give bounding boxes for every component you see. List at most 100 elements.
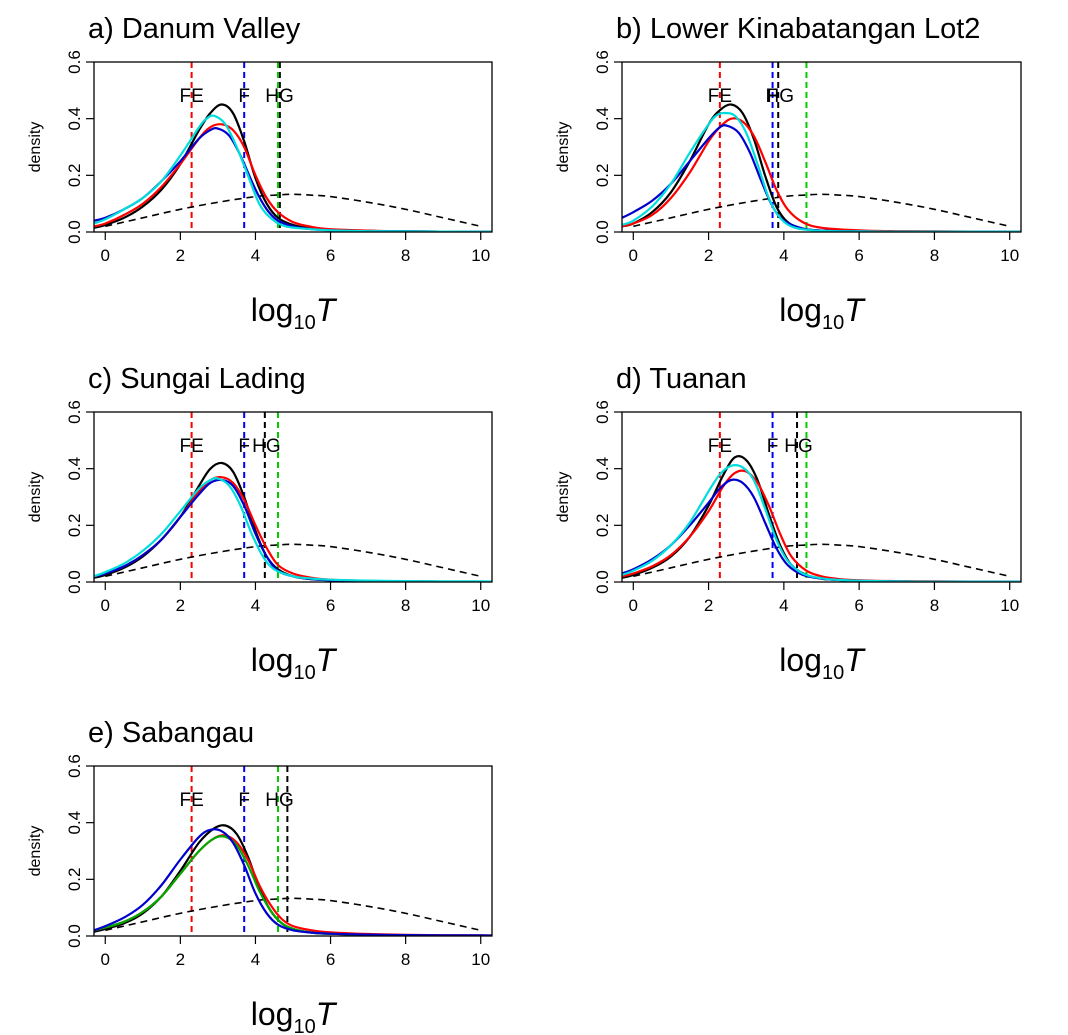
curves — [94, 824, 492, 936]
x-tick-label: 0 — [629, 596, 638, 615]
x-axis-label: log10T — [251, 996, 338, 1035]
x-tick-label: 6 — [854, 246, 863, 265]
vline-label-G: G — [779, 86, 794, 107]
vline-label-FE: FE — [708, 436, 732, 457]
panel-title: c) Sungai Lading — [88, 363, 306, 395]
y-tick-label: 0.0 — [65, 570, 84, 594]
vline-label-G: G — [798, 436, 813, 457]
y-tick-label: 0.2 — [65, 514, 84, 538]
x-axis-label: log10T — [251, 292, 338, 334]
panel-1: a) Danum Valley FE F H G 0 2 4 6 8 10 0.0 0.2 0.4 0.6 d… — [27, 13, 493, 334]
series-line-4 — [622, 478, 1021, 582]
x-tick-label: 0 — [101, 596, 110, 615]
vline-label-H: H — [252, 436, 266, 457]
series-line-1 — [633, 193, 1010, 228]
vline-label-FE: FE — [179, 86, 203, 107]
series-line-5 — [94, 114, 492, 232]
vline-label-F: F — [767, 436, 779, 457]
x-axis-label-base: log — [251, 996, 294, 1032]
plot-frame — [93, 411, 493, 583]
x-tick-label: 0 — [629, 246, 638, 265]
panel-title: e) Sabangau — [88, 717, 254, 749]
panel-5: e) Sabangau FE F H G 0 2 4 6 8 10 0.0 0.2 0.4 0.6 densi… — [27, 717, 493, 1035]
x-axis-label-base: log — [779, 292, 822, 328]
panel-4: d) Tuanan FE F H G 0 2 4 6 8 10 0.0 0.2 0.4 0.6 density… — [555, 363, 1022, 684]
vline-label-FE: FE — [179, 436, 203, 457]
y-tick-label: 0.6 — [65, 50, 84, 74]
series-line-4 — [94, 478, 492, 582]
panel-2: b) Lower Kinabatangan Lot2 FE FH G 0 2 4 6 8 10 0.… — [555, 13, 1022, 334]
y-axis-label: density — [555, 122, 572, 173]
vline-label-G: G — [279, 790, 294, 811]
vline-label-FE: FE — [708, 86, 732, 107]
vline-label-H: H — [784, 436, 798, 457]
x-tick-label: 4 — [251, 596, 260, 615]
x-axis-label-sub: 10 — [822, 312, 844, 334]
x-tick-label: 0 — [101, 950, 110, 969]
series-line-2 — [622, 455, 1021, 582]
series-line-4 — [94, 835, 492, 936]
x-axis-label: log10T — [779, 292, 866, 334]
x-tick-label: 8 — [930, 596, 939, 615]
vline-label-H: H — [265, 790, 279, 811]
x-tick-label: 10 — [471, 246, 490, 265]
vline-label-F: F — [238, 86, 250, 107]
y-tick-label: 0.0 — [65, 924, 84, 948]
y-tick-label: 0.6 — [65, 754, 84, 778]
panel-title: b) Lower Kinabatangan Lot2 — [616, 13, 980, 45]
x-axis-label-sub: 10 — [293, 1016, 315, 1035]
curves — [622, 103, 1021, 232]
y-tick-label: 0.6 — [65, 400, 84, 424]
plot-frame — [621, 61, 1022, 233]
vline-label-F: F — [238, 436, 250, 457]
x-tick-label: 4 — [251, 246, 260, 265]
series-line-1 — [105, 193, 481, 228]
y-axis-label: density — [27, 826, 44, 877]
series-line-2 — [94, 103, 492, 232]
curves — [622, 455, 1021, 582]
x-tick-label: 2 — [176, 246, 185, 265]
x-tick-label: 10 — [1000, 246, 1019, 265]
vline-label-F: F — [767, 86, 779, 107]
x-tick-label: 6 — [326, 596, 335, 615]
y-tick-label: 0.4 — [65, 811, 84, 835]
plot-frame — [93, 61, 493, 233]
x-axis-label-sub: 10 — [293, 312, 315, 334]
x-axis-label: log10T — [251, 642, 338, 684]
x-tick-label: 4 — [251, 950, 260, 969]
series-line-5 — [94, 477, 492, 582]
x-axis-label-sub: 10 — [293, 662, 315, 684]
x-axis-label-var: T — [316, 642, 338, 678]
y-tick-label: 0.4 — [593, 457, 612, 481]
plot-frame — [93, 765, 493, 937]
x-tick-label: 2 — [704, 246, 713, 265]
y-tick-label: 0.0 — [593, 220, 612, 244]
x-axis-label-base: log — [251, 292, 294, 328]
y-axis-label: density — [27, 472, 44, 523]
x-tick-label: 8 — [401, 950, 410, 969]
series-line-2 — [94, 461, 492, 582]
y-axis-label: density — [27, 122, 44, 173]
x-axis-label-base: log — [779, 642, 822, 678]
series-line-3 — [94, 834, 492, 936]
panel-3: c) Sungai Lading FE F H G 0 2 4 6 8 10 0.0 0.2 0.4 0.6… — [27, 363, 493, 684]
x-axis-label-var: T — [844, 292, 866, 328]
y-tick-label: 0.0 — [593, 570, 612, 594]
vline-label-G: G — [266, 436, 281, 457]
y-tick-label: 0.6 — [593, 50, 612, 74]
vline-label-H: H — [765, 86, 779, 107]
y-tick-label: 0.2 — [65, 868, 84, 892]
x-tick-label: 0 — [101, 246, 110, 265]
x-tick-label: 6 — [326, 950, 335, 969]
x-tick-label: 10 — [471, 596, 490, 615]
vline-label-H: H — [265, 86, 279, 107]
y-tick-label: 0.2 — [65, 164, 84, 188]
series-line-1 — [105, 543, 481, 578]
x-axis-label-var: T — [316, 996, 338, 1032]
y-tick-label: 0.6 — [593, 400, 612, 424]
y-tick-label: 0.4 — [65, 457, 84, 481]
x-tick-label: 10 — [1000, 596, 1019, 615]
y-axis-label: density — [555, 472, 572, 523]
x-tick-label: 2 — [704, 596, 713, 615]
